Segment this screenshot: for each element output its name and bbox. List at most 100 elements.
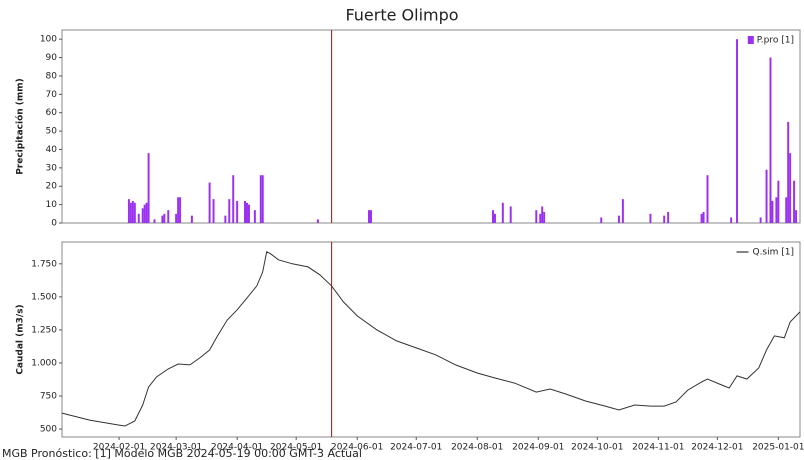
bar bbox=[509, 206, 512, 223]
bar bbox=[133, 202, 136, 223]
bar bbox=[212, 199, 215, 223]
bar bbox=[369, 210, 372, 223]
bar bbox=[787, 121, 790, 223]
bar bbox=[539, 213, 542, 223]
bar bbox=[244, 200, 247, 223]
bar bbox=[147, 153, 150, 223]
bar bbox=[621, 199, 624, 223]
bar bbox=[228, 199, 231, 223]
bar bbox=[730, 217, 733, 223]
x-tick-label: 2025-01-01 bbox=[752, 443, 804, 453]
bar bbox=[617, 215, 620, 223]
x-tick-label: 2024-12-01 bbox=[691, 443, 743, 453]
bar bbox=[795, 210, 798, 223]
legend-swatch bbox=[747, 36, 754, 44]
y-axis-label: Caudal (m3/s) bbox=[16, 304, 26, 374]
bar bbox=[501, 202, 504, 223]
x-tick-label: 2024-06-01 bbox=[331, 443, 383, 453]
bar bbox=[179, 197, 182, 223]
x-tick-label: 2024-02-01 bbox=[93, 443, 145, 453]
bar bbox=[789, 153, 792, 223]
bar bbox=[600, 217, 603, 223]
legend-label: Q.sim [1] bbox=[752, 248, 794, 258]
y-tick-label: 750 bbox=[40, 392, 57, 402]
bar bbox=[736, 39, 739, 223]
bar bbox=[224, 215, 227, 223]
y-tick-label: 70 bbox=[46, 90, 58, 100]
bar bbox=[253, 210, 256, 223]
bar bbox=[771, 200, 774, 223]
bar bbox=[493, 213, 496, 223]
y-axis-label: Precipitación (mm) bbox=[15, 78, 26, 175]
bar bbox=[153, 219, 156, 223]
bar bbox=[667, 211, 670, 223]
bar bbox=[759, 217, 762, 223]
bar bbox=[137, 213, 140, 223]
bar bbox=[785, 197, 788, 223]
x-tick-label: 2024-04-01 bbox=[211, 443, 263, 453]
bar bbox=[161, 215, 164, 223]
bar bbox=[167, 210, 170, 223]
bar bbox=[131, 200, 134, 223]
bar bbox=[543, 211, 546, 223]
x-tick-label: 2024-08-01 bbox=[451, 443, 503, 453]
legend-label: P.pro [1] bbox=[757, 36, 794, 46]
bar bbox=[775, 197, 778, 223]
bar bbox=[145, 202, 148, 223]
x-tick-label: 2024-03-01 bbox=[150, 443, 202, 453]
bar bbox=[247, 204, 250, 223]
bar bbox=[316, 219, 319, 223]
x-tick-label: 2024-07-01 bbox=[390, 443, 442, 453]
y-tick-label: 30 bbox=[46, 163, 58, 173]
x-tick-label: 2024-09-01 bbox=[512, 443, 564, 453]
bar bbox=[129, 202, 132, 223]
bar bbox=[541, 206, 544, 223]
y-tick-label: 20 bbox=[46, 182, 58, 192]
y-tick-label: 90 bbox=[46, 53, 58, 63]
bar bbox=[777, 180, 780, 223]
bar bbox=[259, 175, 262, 223]
y-tick-label: 100 bbox=[40, 35, 57, 45]
bar bbox=[141, 208, 144, 223]
bar bbox=[143, 204, 146, 223]
bar bbox=[261, 175, 264, 223]
bar bbox=[706, 175, 709, 223]
plot-area bbox=[61, 241, 801, 438]
y-tick-label: 40 bbox=[46, 145, 58, 155]
bar bbox=[246, 202, 248, 223]
bar bbox=[232, 175, 235, 223]
bar bbox=[190, 215, 193, 223]
y-tick-label: 1.500 bbox=[31, 292, 57, 302]
x-tick-label: 2024-05-01 bbox=[270, 443, 322, 453]
bar bbox=[236, 200, 239, 223]
y-tick-label: 0 bbox=[51, 219, 57, 229]
x-tick-label: 2024-10-01 bbox=[571, 443, 623, 453]
chart-title: Fuerte Olimpo bbox=[345, 6, 458, 25]
bar bbox=[769, 57, 772, 224]
plot-area bbox=[61, 29, 801, 224]
bar bbox=[177, 197, 180, 223]
y-tick-label: 80 bbox=[46, 71, 58, 81]
y-tick-label: 50 bbox=[46, 127, 58, 137]
bar bbox=[368, 210, 370, 223]
y-tick-label: 500 bbox=[40, 425, 57, 435]
bar bbox=[492, 210, 494, 223]
bar bbox=[649, 213, 652, 223]
y-tick-label: 60 bbox=[46, 108, 58, 118]
bar bbox=[163, 213, 166, 223]
line bbox=[61, 251, 801, 427]
bar bbox=[663, 215, 666, 223]
y-tick-label: 10 bbox=[46, 200, 58, 210]
bar bbox=[700, 213, 703, 223]
bar bbox=[793, 180, 796, 223]
bar bbox=[175, 213, 178, 223]
y-tick-label: 1.750 bbox=[31, 259, 57, 269]
y-tick-label: 1.250 bbox=[31, 325, 57, 335]
bar bbox=[765, 169, 768, 223]
bar bbox=[702, 211, 705, 223]
bar bbox=[535, 210, 538, 223]
bar bbox=[127, 199, 130, 223]
footer: MGB Pronóstico: [1] Modelo MGB 2024-05-1… bbox=[2, 447, 362, 460]
y-tick-label: 1.000 bbox=[31, 358, 57, 368]
